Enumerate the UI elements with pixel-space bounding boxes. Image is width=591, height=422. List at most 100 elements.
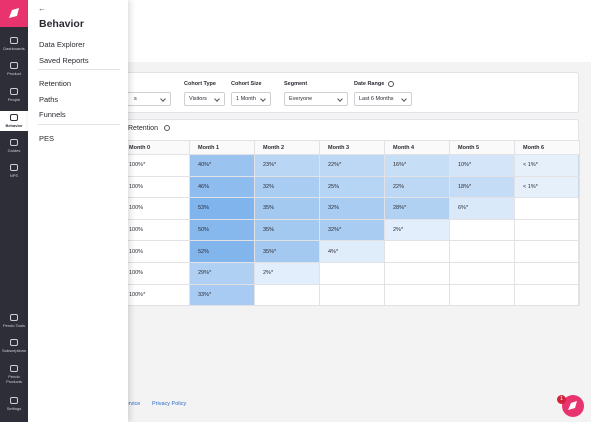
retention-cell: 35% <box>254 197 320 220</box>
divider <box>38 69 120 70</box>
retention-cell: 18%* <box>449 175 515 199</box>
retention-cell: 100%* <box>120 283 190 307</box>
nav-icon <box>10 88 18 95</box>
retention-cell: 40%* <box>189 154 255 177</box>
empty-cell <box>319 283 385 307</box>
data-row: 100% 46% 32% 25% 22% 18%* < 1%* <box>120 175 580 199</box>
nav-icon <box>10 365 18 372</box>
empty-cell <box>514 261 580 285</box>
nav-label[interactable]: Dashboards <box>3 46 25 51</box>
footer-link[interactable]: Privacy Policy <box>152 401 187 407</box>
retention-table: Month 0 Month 1 Month 2 Month 3 Month 4 Month… <box>120 140 580 307</box>
empty-cell <box>254 283 320 307</box>
nav-label[interactable]: Pendo Tools <box>3 323 25 328</box>
dropdown[interactable]: 1 Month <box>231 92 271 106</box>
retention-cell: 22% <box>384 175 450 199</box>
flyout-item[interactable]: PES <box>39 133 55 143</box>
empty-cell <box>384 240 450 263</box>
filter-label: Segment <box>284 81 308 87</box>
retention-cell: 35% <box>254 218 320 242</box>
empty-cell <box>514 240 580 263</box>
nav-icon <box>10 314 18 321</box>
nav-icon <box>10 164 18 171</box>
retention-cell: 32% <box>319 197 385 220</box>
retention-cell: 32% <box>254 175 320 199</box>
retention-cell: 4%* <box>319 240 385 263</box>
logo[interactable] <box>0 0 28 27</box>
nav-label[interactable]: Settings <box>6 406 22 411</box>
flyout: ← Behavior Data Explorer Saved Reports Ret… <box>28 0 128 422</box>
nav-icon <box>10 114 18 121</box>
divider <box>38 123 120 125</box>
help-icon <box>568 401 577 410</box>
flyout-item[interactable]: Saved Reports <box>39 55 89 65</box>
nav-label[interactable]: Subscriptions <box>1 348 26 353</box>
nav-label[interactable]: Guides <box>7 148 21 153</box>
nav-label[interactable]: People <box>7 97 21 102</box>
retention-cell: 22%* <box>319 154 385 177</box>
column-header: Month 0 <box>120 140 190 155</box>
help-button[interactable] <box>562 395 584 417</box>
flyout-item[interactable]: Data Explorer <box>39 40 85 49</box>
data-row: 100%* 33%* <box>120 283 580 307</box>
column-header: Month 3 <box>319 140 385 155</box>
retention-cell: 2%* <box>384 218 450 242</box>
retention-cell: 53% <box>189 197 255 220</box>
info-icon[interactable] <box>388 81 394 87</box>
flyout-item[interactable]: Retention <box>39 79 72 88</box>
empty-cell <box>319 261 385 285</box>
retention-cell: 32%* <box>319 218 385 242</box>
retention-cell: 100% <box>120 240 190 263</box>
filter-label: Cohort Size <box>231 81 262 87</box>
nav-icon <box>10 62 18 69</box>
empty-cell <box>384 283 450 307</box>
sidebar: Dashboards Product People Behavior Guides NPS… <box>0 0 28 422</box>
empty-cell <box>514 283 580 307</box>
empty-cell <box>449 218 515 242</box>
retention-cell: 16%* <box>384 154 450 177</box>
active-item-bg <box>0 111 28 131</box>
nav-label[interactable]: Product <box>7 71 21 76</box>
flyout-item[interactable]: Paths <box>39 94 59 104</box>
retention-cell: 52% <box>189 240 255 263</box>
nav-icon <box>10 339 18 346</box>
dropdown[interactable]: Last 6 Months <box>354 92 412 106</box>
empty-cell <box>449 283 515 307</box>
data-row: 100% 50% 35% 32%* 2%* <box>120 218 580 242</box>
data-row: 100%* 40%* 23%* 22%* 16%* 10%* < 1%* <box>120 154 580 177</box>
retention-cell: 46% <box>189 175 255 199</box>
info-icon[interactable] <box>164 125 170 131</box>
nav-label[interactable]: NPS <box>9 173 19 178</box>
nav-label[interactable]: Pendo Products <box>6 374 22 384</box>
column-header: Month 1 <box>189 140 255 155</box>
retention-cell: 100% <box>120 218 190 242</box>
retention-cell: 50% <box>189 218 255 242</box>
retention-cell: 23%* <box>254 154 320 177</box>
retention-title: Retention <box>128 125 158 132</box>
nav-label[interactable]: Behavior <box>5 123 23 128</box>
retention-cell: < 1%* <box>514 154 580 177</box>
retention-cell: 100% <box>120 197 190 220</box>
data-row: 100% 53% 35% 32% 28%* 6%* <box>120 197 580 220</box>
retention-cell: 100% <box>120 261 190 285</box>
flyout-item[interactable]: Funnels <box>39 110 66 119</box>
dropdown[interactable]: Visitors <box>184 92 225 106</box>
dropdown[interactable]: Everyone <box>284 92 348 106</box>
empty-cell <box>449 240 515 263</box>
retention-cell: 100% <box>120 175 190 199</box>
retention-cell: 6%* <box>449 197 515 220</box>
retention-cell: 33%* <box>189 283 255 307</box>
nav-icon <box>10 397 18 404</box>
empty-cell <box>449 261 515 285</box>
footer-link[interactable]: Service <box>122 401 141 407</box>
back-arrow[interactable]: ← <box>38 4 46 13</box>
filter-label: Date Range <box>354 81 385 87</box>
empty-cell <box>514 218 580 242</box>
flyout-title: Behavior <box>39 18 84 30</box>
retention-cell: < 1%* <box>514 175 580 199</box>
notification-badge: 1 <box>557 395 566 404</box>
column-header: Month 4 <box>384 140 450 155</box>
retention-cell: 28%* <box>384 197 450 220</box>
data-row: 100% 52% 35%* 4%* <box>120 240 580 263</box>
